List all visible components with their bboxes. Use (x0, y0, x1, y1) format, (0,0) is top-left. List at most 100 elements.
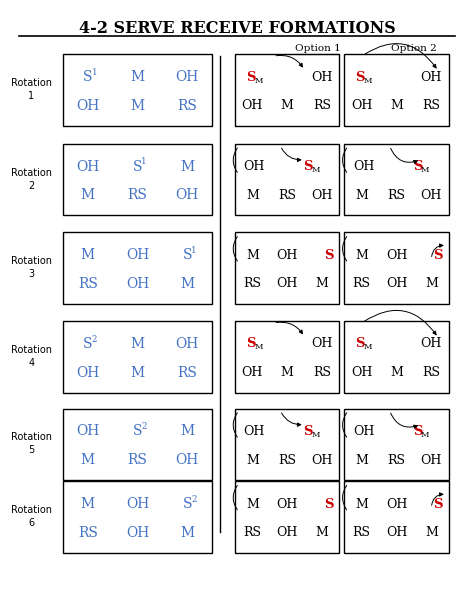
Text: M: M (364, 77, 372, 85)
Text: Rotation: Rotation (11, 78, 52, 88)
Text: OH: OH (386, 527, 407, 539)
Bar (345, 408, 449, 480)
Text: RS: RS (422, 366, 440, 379)
Text: OH: OH (176, 337, 199, 351)
Bar (235, 321, 339, 392)
Text: S: S (133, 424, 142, 438)
Text: Rotation: Rotation (11, 256, 52, 266)
Text: RS: RS (244, 527, 261, 539)
Text: OH: OH (176, 70, 199, 84)
Text: S: S (303, 160, 313, 173)
Text: OH: OH (351, 99, 373, 112)
Text: RS: RS (278, 454, 296, 466)
Text: M: M (312, 166, 320, 174)
Bar (345, 143, 449, 215)
Bar (345, 481, 449, 553)
Text: M: M (316, 278, 328, 291)
Text: M: M (425, 527, 438, 539)
Text: RS: RS (388, 189, 406, 202)
Text: OH: OH (420, 189, 442, 202)
Text: OH: OH (311, 454, 333, 466)
Text: OH: OH (276, 527, 298, 539)
Text: RS: RS (78, 277, 98, 291)
Text: OH: OH (76, 159, 100, 173)
Text: S: S (324, 249, 334, 262)
Text: 1: 1 (191, 246, 197, 255)
Text: OH: OH (126, 277, 149, 291)
Text: OH: OH (420, 454, 442, 466)
Bar (235, 143, 339, 215)
Text: M: M (81, 188, 95, 202)
Text: OH: OH (353, 425, 374, 438)
Text: RS: RS (278, 189, 296, 202)
Text: RS: RS (177, 365, 197, 379)
Text: RS: RS (244, 278, 261, 291)
Text: RS: RS (78, 526, 98, 540)
Text: M: M (130, 70, 145, 84)
Text: M: M (425, 278, 438, 291)
Text: S: S (182, 497, 192, 511)
Text: Rotation: Rotation (11, 345, 52, 355)
Text: RS: RS (422, 99, 440, 112)
Text: M: M (130, 365, 145, 379)
Text: RS: RS (353, 278, 371, 291)
Text: S: S (83, 337, 92, 351)
Text: OH: OH (242, 99, 263, 112)
Text: M: M (356, 454, 368, 466)
Text: RS: RS (177, 99, 197, 113)
Text: S: S (246, 337, 255, 351)
Text: Option 2: Option 2 (391, 44, 437, 53)
Text: M: M (180, 424, 194, 438)
Text: Rotation: Rotation (11, 167, 52, 178)
Bar (63, 232, 212, 304)
Text: M: M (390, 99, 403, 112)
Bar (235, 54, 339, 126)
Text: 6: 6 (28, 518, 34, 528)
Text: M: M (246, 189, 259, 202)
Text: OH: OH (244, 160, 265, 173)
Text: RS: RS (128, 453, 147, 467)
Text: M: M (390, 366, 403, 379)
Text: S: S (133, 159, 142, 173)
Text: OH: OH (176, 188, 199, 202)
Text: M: M (130, 99, 145, 113)
Text: OH: OH (242, 366, 263, 379)
Text: OH: OH (76, 99, 100, 113)
Text: M: M (312, 431, 320, 439)
Text: S: S (413, 425, 422, 438)
Text: OH: OH (351, 366, 373, 379)
Text: 1: 1 (141, 158, 147, 167)
Text: RS: RS (353, 527, 371, 539)
Text: M: M (364, 343, 372, 351)
Text: M: M (281, 366, 293, 379)
Text: M: M (356, 249, 368, 262)
Bar (63, 143, 212, 215)
Text: M: M (246, 498, 259, 511)
Text: OH: OH (353, 160, 374, 173)
Bar (63, 54, 212, 126)
Text: RS: RS (388, 454, 406, 466)
Text: OH: OH (386, 278, 407, 291)
Text: M: M (356, 189, 368, 202)
Bar (63, 321, 212, 392)
Bar (235, 232, 339, 304)
Bar (345, 232, 449, 304)
Text: OH: OH (420, 337, 442, 351)
Text: M: M (246, 454, 259, 466)
Bar (345, 54, 449, 126)
Text: OH: OH (244, 425, 265, 438)
Text: M: M (180, 277, 194, 291)
Text: 4: 4 (28, 358, 34, 368)
Text: S: S (303, 425, 313, 438)
Text: S: S (182, 248, 192, 262)
Text: 1: 1 (91, 68, 97, 77)
Text: OH: OH (311, 189, 333, 202)
Text: M: M (81, 453, 95, 467)
Text: M: M (421, 166, 429, 174)
Text: OH: OH (126, 248, 149, 262)
Text: 5: 5 (28, 446, 34, 455)
Bar (345, 321, 449, 392)
Text: OH: OH (176, 453, 199, 467)
Text: OH: OH (76, 365, 100, 379)
Text: M: M (316, 527, 328, 539)
